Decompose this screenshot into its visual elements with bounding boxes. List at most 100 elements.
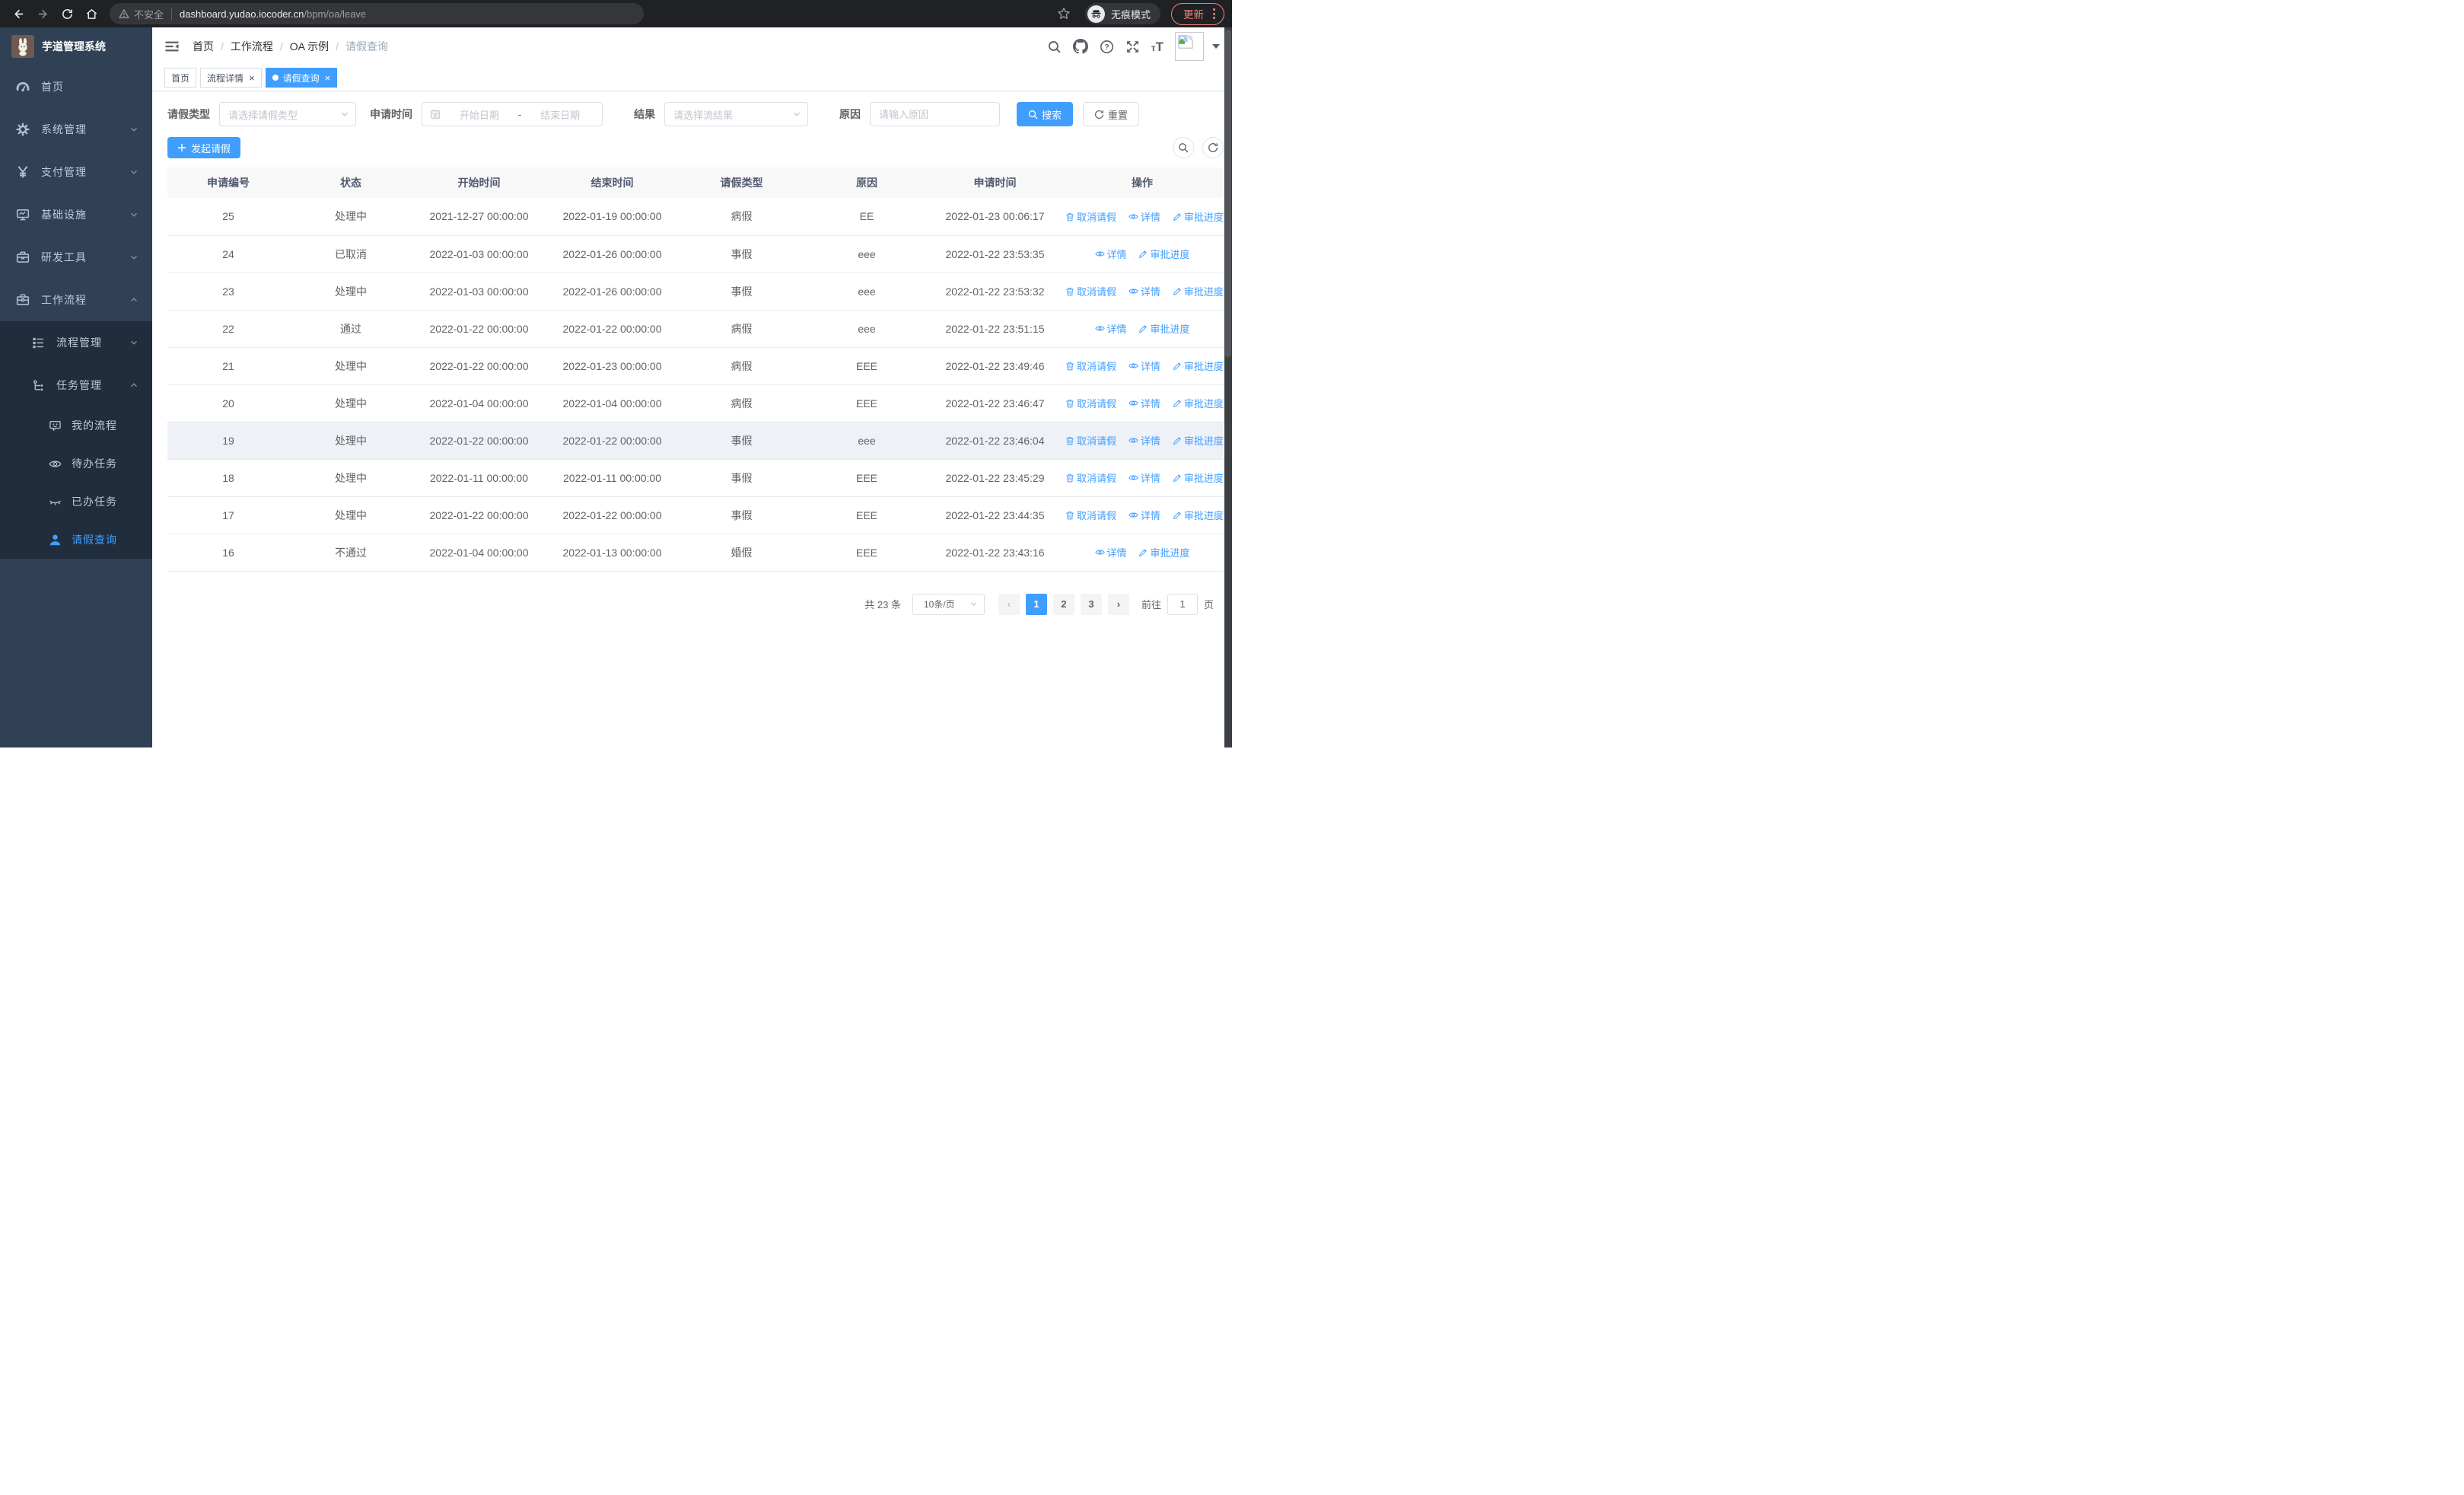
prev-page-button[interactable]: ‹ <box>998 593 1020 615</box>
filter-label-apply-time: 申请时间 <box>370 108 412 120</box>
detail-link[interactable]: 详情 <box>1129 433 1160 448</box>
cell-end-time: 2022-01-22 00:00:00 <box>546 496 679 534</box>
approval-progress-link[interactable]: 审批进度 <box>1173 396 1224 410</box>
cancel-leave-link[interactable]: 取消请假 <box>1065 433 1116 448</box>
address-bar[interactable]: 不安全 dashboard.yudao.iocoder.cn/bpm/oa/le… <box>110 3 644 24</box>
leave-type-select[interactable]: 请选择请假类型 <box>219 102 356 126</box>
github-icon[interactable] <box>1072 39 1088 54</box>
approval-progress-link[interactable]: 审批进度 <box>1173 508 1224 522</box>
logo-avatar <box>11 35 34 58</box>
toggle-search-button[interactable] <box>1173 137 1194 158</box>
search-button[interactable]: 搜索 <box>1017 102 1074 126</box>
reason-input[interactable] <box>870 102 1000 126</box>
reload-icon[interactable] <box>56 3 78 24</box>
sidebar-collapse-icon[interactable] <box>164 39 180 54</box>
detail-link[interactable]: 详情 <box>1129 396 1160 410</box>
cancel-leave-link[interactable]: 取消请假 <box>1065 470 1116 485</box>
scrollbar-thumb[interactable] <box>1225 30 1231 357</box>
font-size-icon[interactable]: тT <box>1151 39 1164 54</box>
cell-reason: eee <box>804 273 929 311</box>
tab-process-detail[interactable]: 流程详情 × <box>200 68 262 88</box>
tab-leave-query[interactable]: 请假查询 × <box>265 68 338 88</box>
close-icon[interactable]: × <box>249 72 255 84</box>
browser-menu-icon[interactable] <box>1213 8 1215 19</box>
search-icon[interactable] <box>1047 40 1062 54</box>
approval-progress-link[interactable]: 审批进度 <box>1173 433 1224 448</box>
cell-start-time: 2022-01-11 00:00:00 <box>412 459 546 497</box>
avatar[interactable] <box>1175 32 1204 61</box>
approval-progress-link[interactable]: 审批进度 <box>1138 247 1189 261</box>
sidebar-item-todo-tasks[interactable]: 待办任务 <box>0 445 152 483</box>
approval-progress-link[interactable]: 审批进度 <box>1138 321 1189 336</box>
sidebar-item-process-mgmt[interactable]: 流程管理 <box>0 321 152 364</box>
approval-progress-link[interactable]: 审批进度 <box>1173 209 1224 224</box>
sidebar-item-infra[interactable]: 基础设施 <box>0 193 152 236</box>
detail-link[interactable]: 详情 <box>1129 209 1160 224</box>
approval-progress-link[interactable]: 审批进度 <box>1138 545 1189 559</box>
detail-link[interactable]: 详情 <box>1094 545 1127 559</box>
eye-icon <box>1129 363 1138 368</box>
detail-link[interactable]: 详情 <box>1094 247 1127 261</box>
incognito-badge: 无痕模式 <box>1084 3 1160 24</box>
sidebar-item-system[interactable]: 系统管理 <box>0 108 152 151</box>
back-icon[interactable] <box>8 3 29 24</box>
detail-link[interactable]: 详情 <box>1129 284 1160 298</box>
column-header: 请假类型 <box>679 167 804 198</box>
page-size-value: 10条/页 <box>923 599 955 610</box>
help-icon[interactable]: ? <box>1100 40 1114 54</box>
site-security[interactable]: 不安全 <box>119 7 164 21</box>
cancel-leave-link[interactable]: 取消请假 <box>1065 359 1116 373</box>
tab-home[interactable]: 首页 <box>164 68 197 88</box>
home-icon[interactable] <box>81 3 102 24</box>
approval-progress-link[interactable]: 审批进度 <box>1173 470 1224 485</box>
result-select[interactable]: 请选择流结果 <box>664 102 808 126</box>
sidebar-item-home[interactable]: 首页 <box>0 65 152 108</box>
approval-progress-link[interactable]: 审批进度 <box>1173 359 1224 373</box>
sidebar-item-my-process[interactable]: 我的流程 <box>0 406 152 445</box>
sidebar-item-payment[interactable]: 支付管理 <box>0 151 152 193</box>
page-button-1[interactable]: 1 <box>1025 593 1047 615</box>
sidebar-item-devtools[interactable]: 研发工具 <box>0 236 152 279</box>
cancel-leave-link[interactable]: 取消请假 <box>1065 396 1116 410</box>
create-leave-button[interactable]: 发起请假 <box>167 137 241 158</box>
cell-actions: 详情 审批进度 <box>1061 235 1224 273</box>
apply-time-range-picker[interactable]: 开始日期 - 结束日期 <box>422 102 603 126</box>
breadcrumb-item[interactable]: 首页 <box>193 40 214 53</box>
refresh-table-button[interactable] <box>1202 137 1224 158</box>
update-button[interactable]: 更新 <box>1171 2 1224 25</box>
breadcrumb-item[interactable]: OA 示例 <box>289 40 329 53</box>
cell-actions: 取消请假 详情 审批进度 <box>1061 273 1224 311</box>
sidebar-item-done-tasks[interactable]: 已办任务 <box>0 483 152 521</box>
chevron-down-icon[interactable] <box>1212 44 1220 49</box>
breadcrumb-item[interactable]: 工作流程 <box>230 40 273 53</box>
next-page-button[interactable]: › <box>1107 593 1129 615</box>
page-suffix: 页 <box>1203 599 1214 610</box>
approval-progress-link[interactable]: 审批进度 <box>1173 284 1224 298</box>
close-icon[interactable]: × <box>324 72 331 84</box>
cancel-leave-link[interactable]: 取消请假 <box>1065 508 1116 522</box>
fullscreen-icon[interactable] <box>1125 40 1140 54</box>
detail-link[interactable]: 详情 <box>1129 359 1160 373</box>
cell-reason: EEE <box>804 534 929 572</box>
sidebar-item-workflow[interactable]: 工作流程 <box>0 279 152 321</box>
sidebar-item-task-mgmt[interactable]: 任务管理 <box>0 364 152 406</box>
cell-leave-type: 事假 <box>679 235 804 273</box>
page-button-2[interactable]: 2 <box>1052 593 1074 615</box>
page-button-3[interactable]: 3 <box>1080 593 1102 615</box>
sidebar-item-leave-query[interactable]: 请假查询 <box>0 521 152 559</box>
cell-apply-id: 17 <box>167 496 289 534</box>
scrollbar[interactable] <box>1224 27 1232 748</box>
detail-link[interactable]: 详情 <box>1094 321 1127 336</box>
bookmark-star-icon[interactable] <box>1053 3 1074 24</box>
reset-button[interactable]: 重置 <box>1083 102 1140 126</box>
goto-page-input[interactable] <box>1167 593 1198 615</box>
detail-link[interactable]: 详情 <box>1129 470 1160 485</box>
cell-apply-time: 2022-01-22 23:53:32 <box>929 273 1061 311</box>
cancel-leave-link[interactable]: 取消请假 <box>1065 209 1116 224</box>
detail-link[interactable]: 详情 <box>1129 508 1160 522</box>
edit-icon <box>1139 250 1148 258</box>
forward-icon[interactable] <box>32 3 53 24</box>
cell-actions: 取消请假 详情 审批进度 <box>1061 347 1224 385</box>
cancel-leave-link[interactable]: 取消请假 <box>1065 284 1116 298</box>
page-size-select[interactable]: 10条/页 <box>912 593 985 615</box>
